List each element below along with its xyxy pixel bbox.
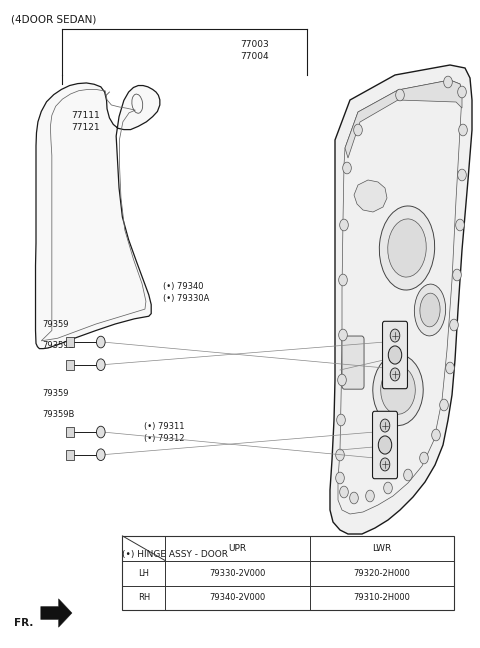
Circle shape	[338, 374, 347, 386]
Circle shape	[459, 124, 468, 136]
Text: LWR: LWR	[372, 544, 391, 553]
Circle shape	[380, 419, 390, 432]
Circle shape	[445, 362, 454, 374]
Text: 79359B: 79359B	[42, 341, 74, 351]
Circle shape	[432, 429, 440, 441]
Circle shape	[343, 162, 351, 174]
Bar	[122, 536, 454, 610]
Ellipse shape	[381, 365, 415, 414]
Polygon shape	[354, 180, 387, 212]
Polygon shape	[36, 83, 160, 349]
Circle shape	[440, 399, 448, 411]
Circle shape	[366, 490, 374, 502]
FancyBboxPatch shape	[342, 336, 364, 389]
Circle shape	[349, 492, 358, 504]
Circle shape	[453, 269, 461, 281]
Circle shape	[420, 452, 428, 464]
Circle shape	[96, 426, 105, 438]
Circle shape	[336, 414, 345, 426]
Circle shape	[336, 472, 344, 484]
Text: 79359: 79359	[42, 389, 69, 398]
Text: (4DOOR SEDAN): (4DOOR SEDAN)	[11, 14, 96, 24]
Ellipse shape	[373, 354, 423, 426]
Circle shape	[339, 329, 348, 341]
Bar	[66, 450, 74, 460]
Ellipse shape	[388, 219, 426, 277]
Bar	[66, 337, 74, 347]
Text: (•) 79311
(•) 79312: (•) 79311 (•) 79312	[144, 422, 184, 443]
Circle shape	[388, 346, 402, 364]
Circle shape	[340, 219, 348, 231]
FancyBboxPatch shape	[383, 321, 408, 389]
Ellipse shape	[420, 293, 440, 327]
FancyBboxPatch shape	[372, 411, 397, 479]
Circle shape	[444, 76, 452, 88]
Text: RH: RH	[138, 594, 150, 603]
Text: FR.: FR.	[14, 618, 34, 629]
Circle shape	[458, 169, 466, 181]
Text: 77003
77004: 77003 77004	[240, 40, 269, 61]
Circle shape	[390, 368, 400, 381]
Circle shape	[354, 124, 362, 136]
Text: (•) 79340
(•) 79330A: (•) 79340 (•) 79330A	[163, 282, 210, 303]
Circle shape	[96, 359, 105, 371]
Circle shape	[384, 482, 392, 494]
Text: 79310-2H000: 79310-2H000	[353, 594, 410, 603]
Text: LH: LH	[138, 569, 149, 577]
Bar	[66, 427, 74, 437]
Text: 79359B: 79359B	[42, 410, 74, 419]
Circle shape	[380, 458, 390, 471]
Circle shape	[96, 449, 105, 461]
Text: 79359: 79359	[42, 320, 69, 329]
Circle shape	[340, 486, 348, 498]
Circle shape	[404, 469, 412, 481]
Polygon shape	[330, 65, 472, 534]
Text: 77111
77121: 77111 77121	[71, 111, 100, 132]
Text: 79340-2V000: 79340-2V000	[209, 594, 265, 603]
Text: 79330-2V000: 79330-2V000	[209, 569, 265, 577]
Ellipse shape	[379, 206, 435, 290]
Bar	[66, 360, 74, 370]
Polygon shape	[41, 599, 72, 627]
Circle shape	[390, 329, 400, 342]
Ellipse shape	[414, 284, 445, 336]
Polygon shape	[345, 80, 462, 158]
Circle shape	[339, 274, 348, 286]
Circle shape	[396, 89, 404, 101]
Text: 79320-2H000: 79320-2H000	[353, 569, 410, 577]
Circle shape	[458, 86, 466, 98]
Text: (•) HINGE ASSY - DOOR: (•) HINGE ASSY - DOOR	[122, 550, 228, 559]
Circle shape	[456, 219, 464, 231]
Circle shape	[450, 319, 458, 331]
Circle shape	[336, 449, 344, 461]
Circle shape	[96, 336, 105, 348]
Circle shape	[378, 436, 392, 454]
Text: UPR: UPR	[228, 544, 247, 553]
